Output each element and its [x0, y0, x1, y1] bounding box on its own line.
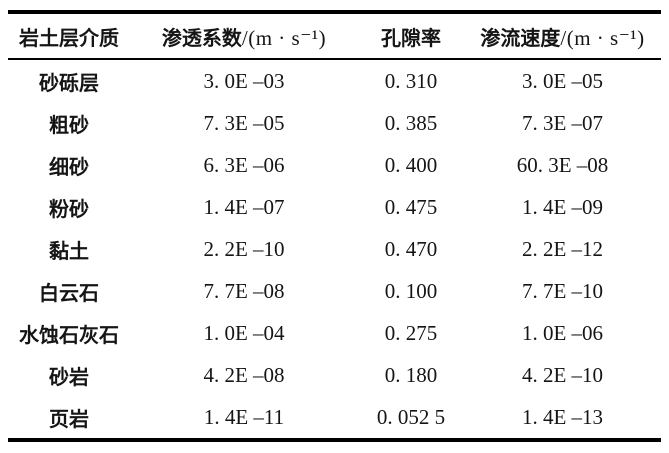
cell-permeability: 2. 2E –10 [203, 236, 285, 261]
cell-velocity: 3. 0E –05 [521, 68, 604, 93]
header-cell-porosity: 孔隙率 [358, 12, 464, 60]
table-row: 黏土 2. 2E –10 0. 470 2. 2E –12 [8, 228, 661, 270]
cell-medium: 白云石 [39, 282, 99, 305]
header-unit-velocity: /(m · s⁻¹) [560, 25, 645, 50]
table-row: 白云石 7. 7E –08 0. 100 7. 7E –10 [8, 270, 661, 312]
cell-medium: 水蚀石灰石 [19, 324, 119, 347]
cell-medium: 粗砂 [49, 114, 89, 137]
cell-porosity: 0. 275 [384, 320, 438, 345]
cell-permeability: 4. 2E –08 [203, 362, 285, 387]
cell-medium: 细砂 [49, 156, 89, 179]
cell-porosity: 0. 385 [384, 110, 438, 135]
table-row: 水蚀石灰石 1. 0E –04 0. 275 1. 0E –06 [8, 312, 661, 354]
header-label-velocity: 渗流速度 [480, 27, 561, 50]
cell-porosity: 0. 052 5 [376, 404, 446, 429]
header-label-permeability: 渗透系数 [161, 27, 242, 50]
cell-permeability: 3. 0E –03 [203, 68, 285, 93]
header-label-porosity: 孔隙率 [381, 27, 441, 50]
table-row: 细砂 6. 3E –06 0. 400 60. 3E –08 [8, 144, 661, 186]
cell-permeability: 7. 3E –05 [203, 110, 285, 135]
cell-velocity: 1. 4E –13 [521, 404, 604, 429]
cell-permeability: 1. 4E –07 [203, 194, 285, 219]
cell-velocity: 1. 0E –06 [521, 320, 604, 345]
cell-porosity: 0. 470 [384, 236, 438, 261]
cell-porosity: 0. 475 [384, 194, 438, 219]
cell-permeability: 1. 0E –04 [203, 320, 285, 345]
table-row: 砂岩 4. 2E –08 0. 180 4. 2E –10 [8, 354, 661, 396]
cell-medium: 粉砂 [49, 198, 89, 221]
cell-porosity: 0. 310 [384, 68, 438, 93]
table-row: 砂砾层 3. 0E –03 0. 310 3. 0E –05 [8, 59, 661, 102]
header-row: 岩土层介质 渗透系数/(m · s⁻¹) 孔隙率 渗流速度/(m · s⁻¹) [8, 12, 661, 60]
cell-velocity: 4. 2E –10 [521, 362, 604, 387]
table-row: 页岩 1. 4E –11 0. 052 5 1. 4E –13 [8, 396, 661, 440]
cell-velocity: 2. 2E –12 [521, 236, 604, 261]
cell-permeability: 1. 4E –11 [203, 404, 285, 429]
table-row: 粗砂 7. 3E –05 0. 385 7. 3E –07 [8, 102, 661, 144]
cell-medium: 砂砾层 [39, 72, 99, 95]
table-header: 岩土层介质 渗透系数/(m · s⁻¹) 孔隙率 渗流速度/(m · s⁻¹) [8, 12, 661, 60]
cell-velocity: 1. 4E –09 [521, 194, 604, 219]
header-cell-permeability: 渗透系数/(m · s⁻¹) [130, 12, 358, 60]
cell-porosity: 0. 100 [384, 278, 438, 303]
cell-medium: 砂岩 [49, 366, 89, 389]
header-unit-permeability: /(m · s⁻¹) [241, 25, 327, 50]
cell-medium: 页岩 [49, 408, 89, 431]
header-cell-velocity: 渗流速度/(m · s⁻¹) [464, 12, 661, 60]
table-row: 粉砂 1. 4E –07 0. 475 1. 4E –09 [8, 186, 661, 228]
cell-velocity: 7. 3E –07 [521, 110, 604, 135]
cell-permeability: 6. 3E –06 [203, 152, 285, 177]
header-label-medium: 岩土层介质 [19, 27, 119, 50]
cell-porosity: 0. 180 [384, 362, 438, 387]
cell-medium: 黏土 [49, 240, 89, 263]
cell-velocity: 60. 3E –08 [516, 152, 609, 177]
cell-permeability: 7. 7E –08 [203, 278, 285, 303]
cell-porosity: 0. 400 [384, 152, 438, 177]
cell-velocity: 7. 7E –10 [521, 278, 604, 303]
table-body: 砂砾层 3. 0E –03 0. 310 3. 0E –05 粗砂 7. 3E … [8, 59, 661, 440]
header-cell-medium: 岩土层介质 [8, 12, 130, 60]
properties-table: 岩土层介质 渗透系数/(m · s⁻¹) 孔隙率 渗流速度/(m · s⁻¹) … [8, 10, 661, 442]
